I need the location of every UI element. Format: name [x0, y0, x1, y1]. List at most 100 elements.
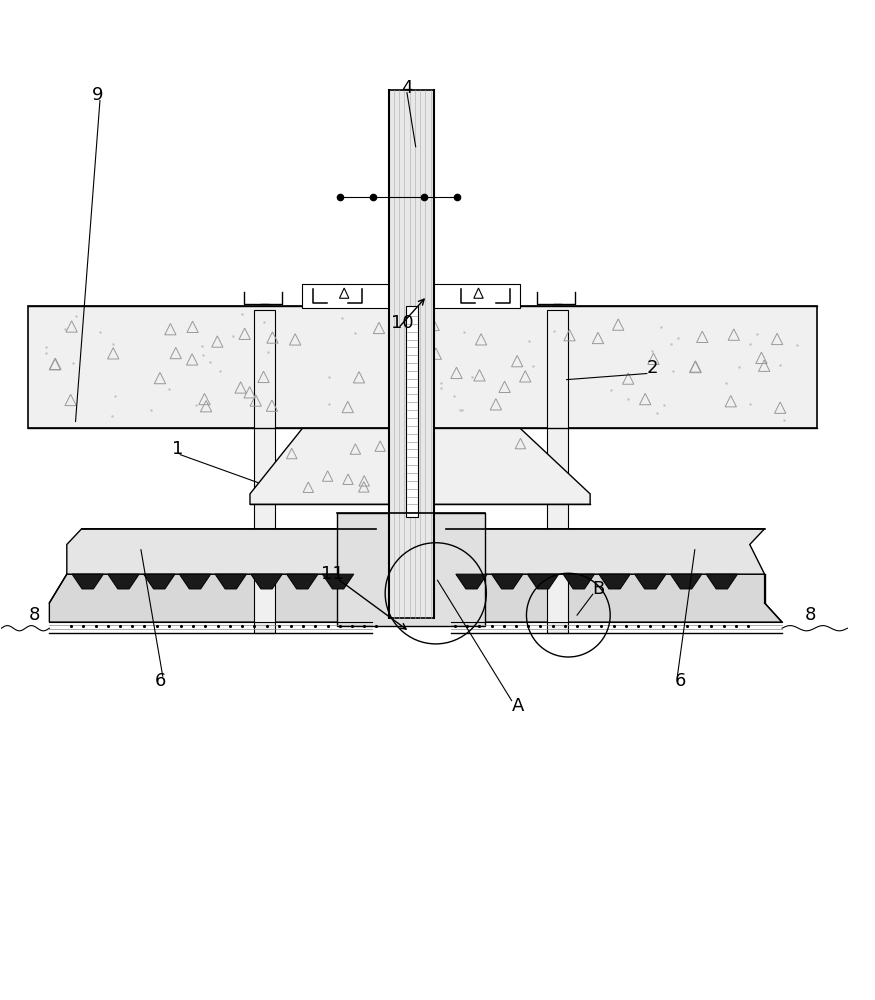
- Point: [495, 529, 509, 545]
- Point: [296, 553, 310, 569]
- Point: [335, 310, 349, 326]
- Point: [327, 543, 341, 559]
- Point: [725, 559, 739, 575]
- Point: [494, 537, 508, 553]
- Point: [601, 535, 615, 551]
- Point: [464, 539, 478, 555]
- Point: [336, 561, 350, 577]
- Point: [739, 549, 753, 565]
- Point: [575, 525, 589, 541]
- Point: [722, 527, 736, 543]
- Point: [156, 530, 170, 546]
- Point: [580, 527, 594, 543]
- Point: [105, 408, 119, 424]
- Point: [584, 557, 598, 573]
- Point: [213, 363, 227, 379]
- Point: [711, 536, 725, 552]
- Point: [621, 538, 635, 554]
- Point: [153, 546, 167, 562]
- Point: [195, 338, 209, 354]
- Polygon shape: [492, 574, 523, 589]
- Point: [472, 539, 486, 555]
- Point: [406, 548, 420, 564]
- Point: [601, 539, 615, 555]
- Point: [106, 336, 120, 352]
- Point: [715, 544, 729, 560]
- Point: [322, 396, 336, 412]
- Point: [645, 531, 659, 547]
- Point: [466, 529, 480, 545]
- Point: [189, 397, 203, 413]
- Point: [448, 553, 462, 569]
- Point: [250, 541, 264, 557]
- Point: [81, 555, 95, 571]
- Point: [120, 560, 134, 576]
- Point: [480, 547, 494, 563]
- Point: [602, 538, 616, 554]
- Point: [109, 556, 123, 572]
- Point: [455, 402, 469, 418]
- Point: [457, 553, 471, 569]
- Point: [560, 552, 574, 568]
- Point: [403, 549, 417, 565]
- Point: [241, 548, 255, 564]
- Polygon shape: [456, 574, 487, 589]
- Point: [605, 557, 619, 573]
- Point: [597, 529, 611, 545]
- Point: [715, 527, 729, 543]
- Point: [486, 548, 500, 564]
- Point: [360, 545, 374, 561]
- Point: [198, 530, 212, 546]
- Polygon shape: [179, 574, 211, 589]
- Point: [560, 531, 574, 547]
- Text: B: B: [592, 580, 605, 598]
- Point: [355, 529, 369, 545]
- Point: [625, 536, 639, 552]
- Text: 10: 10: [391, 314, 414, 332]
- Point: [80, 552, 94, 568]
- Point: [66, 355, 80, 371]
- Point: [261, 344, 275, 360]
- Point: [348, 325, 362, 341]
- Point: [363, 521, 377, 537]
- Point: [679, 549, 693, 565]
- Point: [207, 552, 221, 568]
- Point: [569, 550, 583, 566]
- Point: [312, 556, 326, 572]
- Text: 4: 4: [402, 79, 413, 97]
- Text: 9: 9: [92, 86, 103, 104]
- Point: [553, 530, 567, 546]
- Point: [471, 560, 485, 576]
- Point: [260, 555, 274, 571]
- Point: [689, 526, 703, 542]
- Point: [248, 536, 262, 552]
- Point: [330, 526, 344, 542]
- Point: [171, 543, 185, 559]
- Point: [389, 386, 403, 402]
- Point: [658, 559, 672, 575]
- Point: [380, 508, 394, 524]
- Bar: [255, 310, 276, 633]
- Point: [495, 532, 509, 548]
- Polygon shape: [446, 529, 765, 574]
- Point: [522, 333, 536, 349]
- Point: [705, 544, 719, 560]
- Point: [125, 541, 139, 557]
- Point: [743, 396, 757, 412]
- Point: [417, 526, 431, 542]
- Point: [78, 546, 92, 562]
- Point: [671, 330, 685, 346]
- Point: [158, 532, 172, 548]
- Point: [623, 556, 637, 572]
- Point: [38, 345, 52, 361]
- Point: [244, 558, 258, 574]
- Point: [308, 540, 322, 556]
- Point: [160, 547, 174, 563]
- Point: [101, 548, 115, 564]
- Point: [527, 539, 541, 555]
- Point: [478, 533, 492, 549]
- Point: [406, 367, 420, 383]
- Point: [732, 552, 746, 568]
- Point: [660, 547, 674, 563]
- Point: [663, 336, 677, 352]
